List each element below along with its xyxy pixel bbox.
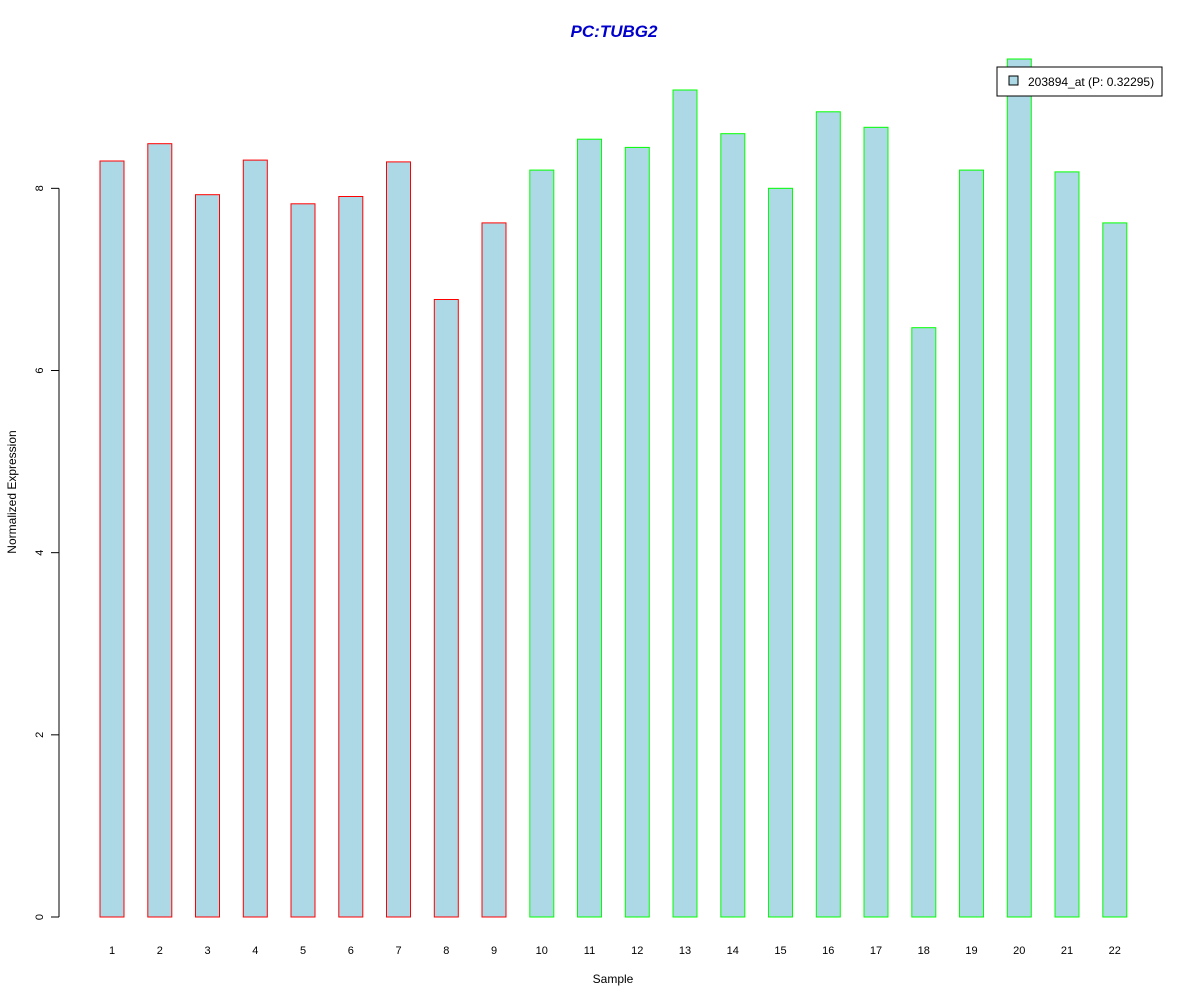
x-tick-label: 2 <box>157 945 163 957</box>
x-tick-label: 8 <box>443 945 449 957</box>
bar-sample-20 <box>1006 58 1032 918</box>
bar-sample-9 <box>481 222 507 918</box>
bar-sample-2 <box>147 143 173 918</box>
x-tick-labels: 1 2 3 4 5 6 7 8 9 10 11 12 13 14 15 16 17 18 19 20 21 22 <box>109 945 1121 957</box>
bar-sample-18 <box>911 327 937 918</box>
bar-sample-6 <box>338 196 364 918</box>
x-tick-label: 18 <box>918 945 930 957</box>
x-axis-label: Sample <box>593 972 634 986</box>
bar-sample-11 <box>577 138 602 918</box>
bar-sample-17 <box>863 126 889 918</box>
x-tick-label: 4 <box>252 945 258 957</box>
x-tick-label: 17 <box>870 945 882 957</box>
x-tick-label: 9 <box>491 945 497 957</box>
bar-sample-21 <box>1054 171 1080 918</box>
x-tick-label: 13 <box>679 945 691 957</box>
x-tick-label: 6 <box>348 945 354 957</box>
bars <box>99 58 1128 918</box>
x-tick-label: 22 <box>1109 945 1121 957</box>
legend-box <box>996 66 1163 97</box>
bar-sample-12 <box>624 146 650 918</box>
bar-sample-13 <box>672 89 698 918</box>
bar-sample-10 <box>529 169 555 918</box>
y-tick-label: 6 <box>34 367 46 373</box>
chart-title: PC:TUBG2 <box>571 22 658 41</box>
bar-sample-7 <box>386 161 411 918</box>
x-tick-label: 7 <box>395 945 401 957</box>
y-axis-label: Normalized Expression <box>5 430 19 553</box>
bar-sample-14 <box>720 133 746 918</box>
legend-swatch <box>1008 75 1019 86</box>
x-tick-label: 21 <box>1061 945 1073 957</box>
bar-sample-8 <box>433 299 459 918</box>
y-tick-label: 0 <box>34 914 46 920</box>
bar-sample-1 <box>99 160 125 918</box>
x-tick-label: 5 <box>300 945 306 957</box>
x-tick-label: 15 <box>774 945 786 957</box>
x-tick-label: 11 <box>584 945 595 957</box>
y-tick-label: 8 <box>34 185 46 191</box>
x-tick-label: 19 <box>965 945 977 957</box>
y-axis: 0 2 4 6 8 <box>34 185 60 920</box>
x-tick-label: 16 <box>822 945 834 957</box>
bar-sample-19 <box>959 169 984 918</box>
legend-label: 203894_at (P: 0.32295) <box>1028 75 1154 89</box>
bar-sample-22 <box>1102 222 1128 918</box>
bar-sample-16 <box>815 111 841 918</box>
y-tick-label: 4 <box>34 550 46 556</box>
x-tick-label: 10 <box>536 945 548 957</box>
bar-sample-4 <box>242 159 268 918</box>
bar-sample-3 <box>195 194 220 918</box>
legend: 203894_at (P: 0.32295) <box>996 66 1163 97</box>
x-tick-label: 1 <box>109 945 115 957</box>
bar-sample-15 <box>768 187 793 918</box>
bar-sample-5 <box>290 203 316 918</box>
x-tick-label: 3 <box>204 945 210 957</box>
x-tick-label: 20 <box>1013 945 1025 957</box>
y-tick-label: 2 <box>34 732 46 738</box>
x-tick-label: 14 <box>727 945 739 957</box>
x-tick-label: 12 <box>631 945 643 957</box>
